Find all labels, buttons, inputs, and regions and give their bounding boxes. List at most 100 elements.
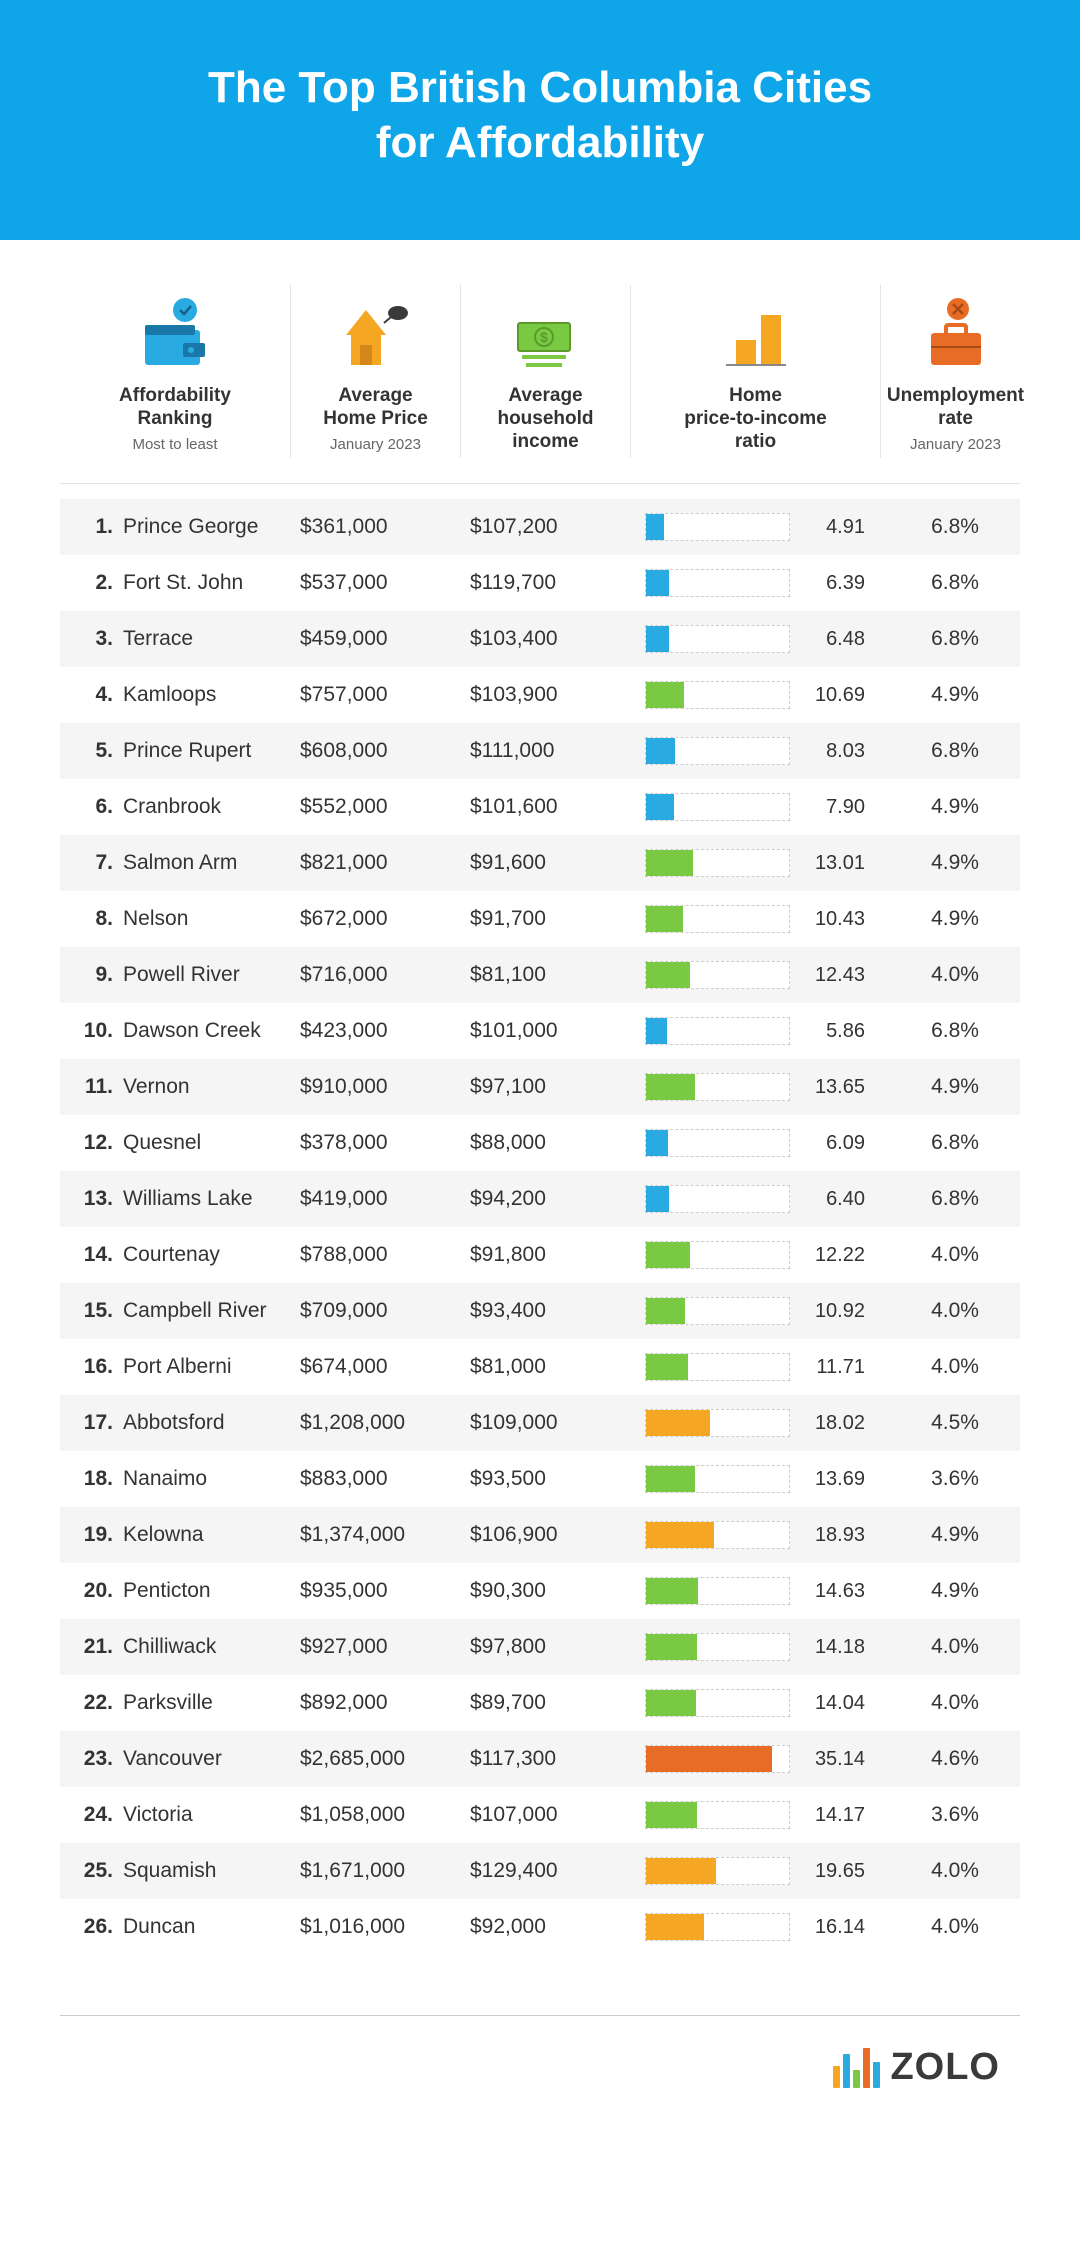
ratio-value: 13.65 (800, 1076, 865, 1099)
city-name: Kelowna (123, 1523, 204, 1547)
ratio-bar-track (645, 1073, 790, 1101)
ratio-value: 6.39 (800, 572, 865, 595)
cell-income: $119,700 (460, 571, 630, 595)
ratio-value: 35.14 (800, 1748, 865, 1771)
cell-ratio: 16.14 (630, 1913, 880, 1941)
cell-rank: 16.Port Alberni (60, 1355, 290, 1379)
col-title-income: Averagehouseholdincome (497, 385, 593, 453)
city-name: Williams Lake (123, 1187, 253, 1211)
col-header-rank: AffordabilityRanking Most to least (60, 285, 290, 458)
table-row: 10.Dawson Creek$423,000$101,0005.866.8% (60, 1003, 1020, 1059)
ratio-bar-fill (646, 1914, 704, 1940)
ratio-bar-fill (646, 1634, 697, 1660)
cell-ratio: 12.43 (630, 961, 880, 989)
city-name: Quesnel (123, 1131, 201, 1155)
cell-rank: 18.Nanaimo (60, 1467, 290, 1491)
col-header-unemp: Unemploymentrate January 2023 (880, 285, 1030, 458)
city-name: Vernon (123, 1075, 190, 1099)
cell-ratio: 19.65 (630, 1857, 880, 1885)
ratio-value: 14.04 (800, 1692, 865, 1715)
city-name: Squamish (123, 1859, 216, 1883)
cell-price: $716,000 (290, 963, 460, 987)
rank-number: 22. (75, 1691, 113, 1715)
city-name: Terrace (123, 627, 193, 651)
rank-number: 26. (75, 1915, 113, 1939)
city-name: Nelson (123, 907, 188, 931)
ratio-bar-fill (646, 514, 664, 540)
ratio-bar-track (645, 1521, 790, 1549)
cell-price: $674,000 (290, 1355, 460, 1379)
cell-price: $459,000 (290, 627, 460, 651)
table-row: 9.Powell River$716,000$81,10012.434.0% (60, 947, 1020, 1003)
col-title-rank: AffordabilityRanking (119, 385, 231, 431)
ratio-value: 8.03 (800, 740, 865, 763)
col-header-income: $ Averagehouseholdincome (460, 285, 630, 458)
cell-price: $378,000 (290, 1131, 460, 1155)
cell-income: $103,400 (460, 627, 630, 651)
ratio-bar-track (645, 1577, 790, 1605)
city-name: Fort St. John (123, 571, 243, 595)
rank-number: 3. (75, 627, 113, 651)
cell-unemp: 3.6% (880, 1467, 1030, 1491)
house-icon (331, 285, 421, 375)
cell-income: $91,600 (460, 851, 630, 875)
ratio-value: 12.43 (800, 964, 865, 987)
rank-number: 15. (75, 1299, 113, 1323)
rank-number: 14. (75, 1243, 113, 1267)
cell-price: $892,000 (290, 1691, 460, 1715)
cell-rank: 12.Quesnel (60, 1131, 290, 1155)
cell-income: $106,900 (460, 1523, 630, 1547)
ratio-bar-fill (646, 962, 690, 988)
table-row: 25.Squamish$1,671,000$129,40019.654.0% (60, 1843, 1020, 1899)
ratio-value: 19.65 (800, 1860, 865, 1883)
cell-price: $2,685,000 (290, 1747, 460, 1771)
cell-income: $109,000 (460, 1411, 630, 1435)
ratio-bar-track (645, 1185, 790, 1213)
city-name: Campbell River (123, 1299, 267, 1323)
col-title-unemp: Unemploymentrate (887, 385, 1024, 431)
ratio-bar-track (645, 1353, 790, 1381)
cell-price: $757,000 (290, 683, 460, 707)
table-row: 14.Courtenay$788,000$91,80012.224.0% (60, 1227, 1020, 1283)
cell-price: $821,000 (290, 851, 460, 875)
cell-income: $91,700 (460, 907, 630, 931)
rank-number: 7. (75, 851, 113, 875)
ratio-bar-fill (646, 1130, 668, 1156)
cell-rank: 22.Parksville (60, 1691, 290, 1715)
rank-number: 18. (75, 1467, 113, 1491)
cell-income: $91,800 (460, 1243, 630, 1267)
rank-number: 1. (75, 515, 113, 539)
cell-unemp: 4.0% (880, 1635, 1030, 1659)
cell-ratio: 6.40 (630, 1185, 880, 1213)
ratio-bar-fill (646, 626, 669, 652)
cell-unemp: 4.9% (880, 795, 1030, 819)
cell-income: $101,600 (460, 795, 630, 819)
cell-rank: 26.Duncan (60, 1915, 290, 1939)
cell-price: $883,000 (290, 1467, 460, 1491)
ratio-bar-track (645, 737, 790, 765)
bar-chart-icon (711, 285, 801, 375)
table-row: 22.Parksville$892,000$89,70014.044.0% (60, 1675, 1020, 1731)
cell-price: $1,016,000 (290, 1915, 460, 1939)
cell-income: $81,000 (460, 1355, 630, 1379)
cell-ratio: 14.18 (630, 1633, 880, 1661)
cell-unemp: 4.9% (880, 1579, 1030, 1603)
zolo-bar (853, 2070, 860, 2088)
city-name: Abbotsford (123, 1411, 225, 1435)
cell-unemp: 4.0% (880, 1915, 1030, 1939)
zolo-logo-text: ZOLO (890, 2046, 1000, 2089)
svg-text:$: $ (540, 329, 548, 345)
cell-unemp: 4.9% (880, 907, 1030, 931)
rank-number: 21. (75, 1635, 113, 1659)
ratio-value: 14.18 (800, 1636, 865, 1659)
city-name: Dawson Creek (123, 1019, 261, 1043)
col-title-price: AverageHome Price (323, 385, 428, 431)
cell-rank: 24.Victoria (60, 1803, 290, 1827)
ratio-bar-fill (646, 738, 675, 764)
rank-number: 8. (75, 907, 113, 931)
ratio-value: 10.69 (800, 684, 865, 707)
briefcase-icon (911, 285, 1001, 375)
city-name: Courtenay (123, 1243, 220, 1267)
ratio-bar-fill (646, 1578, 698, 1604)
cell-ratio: 18.93 (630, 1521, 880, 1549)
